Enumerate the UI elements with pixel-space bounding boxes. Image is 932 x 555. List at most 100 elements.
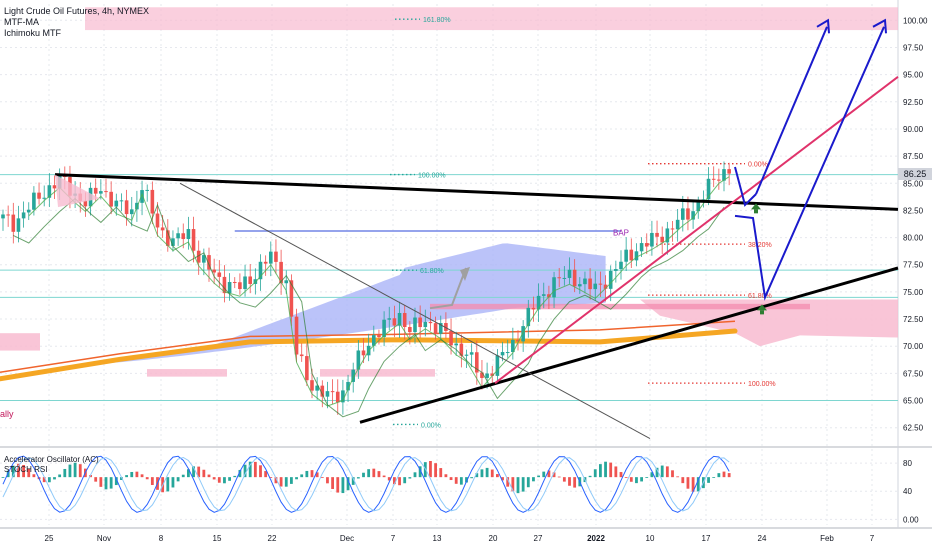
- stoch-rsi-d-line: [2, 456, 730, 512]
- candle-body: [500, 352, 505, 356]
- osc-histogram-bar: [336, 477, 340, 493]
- candle-body: [614, 269, 618, 271]
- candle-body: [11, 214, 16, 232]
- osc-histogram-bar: [501, 477, 504, 481]
- candle-body: [449, 330, 453, 346]
- candle-body: [438, 323, 443, 334]
- osc-histogram-bar: [496, 474, 499, 478]
- time-axis-label: 2022: [587, 534, 605, 543]
- osc-histogram-bar: [599, 464, 602, 478]
- osc-histogram-bar: [104, 477, 108, 490]
- candle-body: [305, 356, 309, 381]
- osc-histogram-bar: [58, 474, 62, 478]
- osc-histogram-bar: [696, 477, 700, 492]
- candle-body: [588, 278, 592, 290]
- candle-body: [511, 339, 515, 353]
- green-up-arrow: [757, 304, 767, 311]
- candle-body: [490, 373, 495, 376]
- candle-body: [650, 232, 654, 247]
- candle-body: [93, 187, 98, 194]
- legend-stoch-rsi[interactable]: STOCH RSI: [4, 465, 48, 474]
- osc-histogram-bar: [53, 477, 56, 480]
- candle-body: [567, 269, 572, 278]
- time-axis-label: 24: [758, 534, 767, 543]
- candle-body: [408, 327, 412, 333]
- osc-histogram-bar: [485, 467, 489, 478]
- osc-histogram-bar: [707, 477, 710, 483]
- candle-body: [485, 373, 489, 378]
- osc-histogram-bar: [264, 471, 268, 478]
- pink-channel-line: [494, 75, 899, 384]
- price-axis-label: 67.50: [903, 369, 924, 378]
- candle-body: [578, 284, 582, 287]
- pink-pattern-triangle: [55, 174, 100, 208]
- osc-histogram-bar: [722, 471, 726, 478]
- candle-body: [372, 335, 376, 346]
- candle-body: [52, 185, 57, 189]
- osc-histogram-bar: [269, 477, 273, 478]
- projection-arrow-1: [755, 26, 828, 195]
- osc-axis-label: 0.00: [903, 515, 919, 524]
- osc-histogram-bar: [588, 475, 592, 478]
- candle-body: [341, 390, 345, 403]
- candle-body: [140, 190, 144, 203]
- time-axis-label: 25: [45, 534, 54, 543]
- candle-body: [145, 189, 149, 191]
- osc-histogram-bar: [655, 467, 659, 478]
- candle-body: [727, 169, 731, 174]
- fib-target-zone: [85, 7, 898, 31]
- candle-body: [26, 209, 31, 213]
- price-axis-label: 95.00: [903, 71, 924, 80]
- legend-symbol[interactable]: Light Crude Oil Futures, 4h, NYMEX: [4, 6, 150, 16]
- osc-axis-label: 80: [903, 459, 912, 468]
- osc-histogram-bar: [223, 477, 226, 484]
- candle-body: [377, 335, 381, 337]
- time-axis-label: 13: [433, 534, 442, 543]
- candle-body: [232, 282, 237, 284]
- candle-body: [706, 178, 711, 200]
- legend-ichimoku[interactable]: Ichimoku MTF: [4, 28, 62, 38]
- price-axis-label: 65.00: [903, 397, 924, 406]
- legend-accelerator[interactable]: Accelerator Oscillator (AC): [4, 455, 99, 464]
- time-axis-label: 8: [159, 534, 164, 543]
- candle-body: [681, 208, 685, 220]
- candle-body: [722, 169, 726, 181]
- osc-histogram-bar: [568, 477, 571, 486]
- osc-histogram-bar: [449, 477, 453, 481]
- osc-histogram-bar: [562, 477, 566, 482]
- legend-mtf-ma[interactable]: MTF-MA: [4, 17, 39, 27]
- time-axis-label: Feb: [820, 534, 834, 543]
- osc-histogram-bar: [645, 477, 649, 478]
- projection-arrow-2: [734, 26, 885, 301]
- candle-body: [402, 312, 407, 328]
- candle-body: [413, 317, 417, 333]
- candle-body: [150, 189, 155, 214]
- osc-histogram-bar: [140, 474, 144, 478]
- osc-histogram-bar: [187, 469, 190, 478]
- candle-body: [675, 219, 680, 230]
- osc-histogram-bar: [150, 477, 154, 486]
- osc-histogram-bar: [671, 470, 674, 478]
- osc-histogram-bar: [17, 463, 20, 478]
- fib-level-label: 161.80%: [423, 17, 451, 24]
- osc-histogram-bar: [99, 477, 103, 487]
- candle-body: [624, 249, 628, 262]
- osc-histogram-bar: [362, 472, 365, 478]
- osc-histogram-bar: [27, 468, 31, 478]
- moving-average-red: [0, 320, 736, 374]
- osc-histogram-bar: [398, 477, 401, 486]
- osc-histogram-bar: [233, 475, 237, 478]
- candle-body: [655, 232, 659, 237]
- fib-level-label: 0.00%: [421, 422, 441, 429]
- candle-body: [634, 251, 639, 261]
- candle-body: [660, 236, 664, 243]
- candle-body: [6, 214, 10, 216]
- candle-body: [335, 391, 340, 403]
- osc-histogram-bar: [511, 477, 515, 492]
- osc-histogram-bar: [665, 466, 669, 478]
- osc-histogram-bar: [521, 477, 525, 492]
- osc-histogram-bar: [470, 477, 474, 479]
- osc-histogram-bar: [382, 475, 386, 478]
